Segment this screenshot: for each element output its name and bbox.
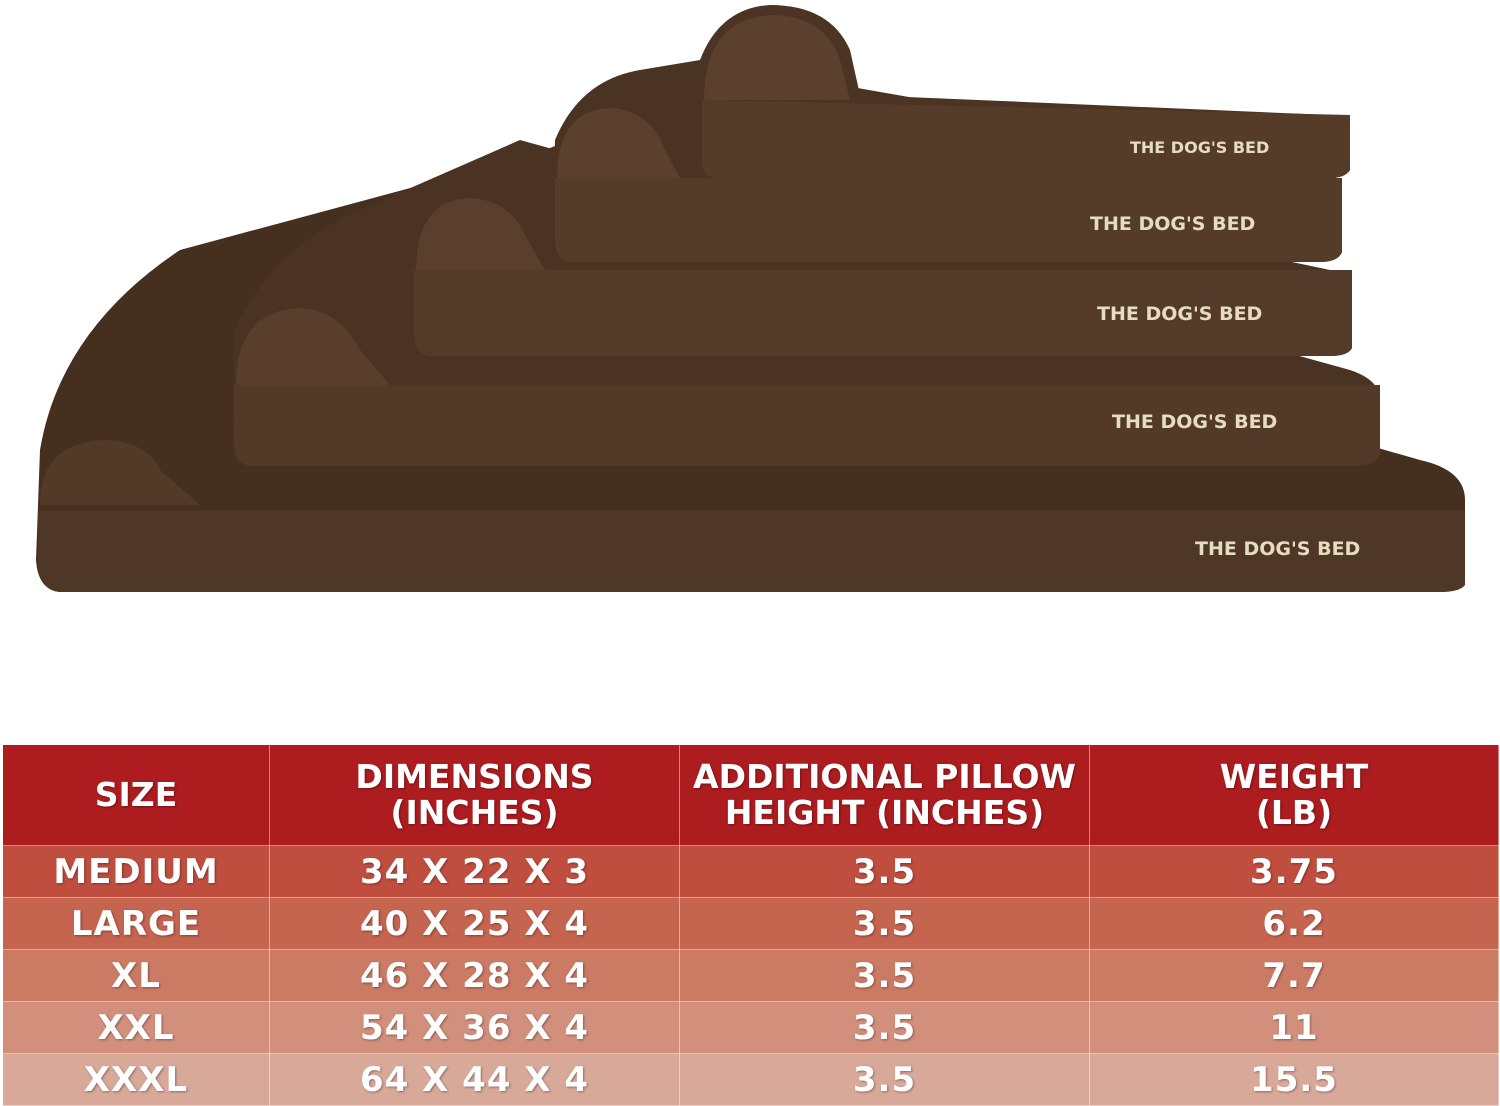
header-line: ADDITIONAL PILLOW — [693, 757, 1076, 796]
header-size: SIZE — [2, 744, 270, 846]
cell-pillow-height: 3.5 — [679, 1053, 1090, 1106]
size-chart-table: SIZE DIMENSIONS (INCHES) ADDITIONAL PILLO… — [2, 744, 1499, 1106]
cell-dimensions: 40 X 25 X 4 — [269, 897, 680, 950]
header-line: SIZE — [94, 775, 178, 814]
table-header-row: SIZE DIMENSIONS (INCHES) ADDITIONAL PILLO… — [2, 744, 1499, 846]
cell-size: XXXL — [2, 1053, 270, 1106]
cell-size: LARGE — [2, 897, 270, 950]
cell-pillow-height: 3.5 — [679, 1001, 1090, 1054]
bed-label: THE DOG'S BED — [1112, 411, 1277, 433]
header-line: HEIGHT (INCHES) — [724, 793, 1045, 832]
cell-pillow-height: 3.5 — [679, 845, 1090, 898]
header-weight: WEIGHT (LB) — [1089, 744, 1499, 846]
bed-medium: THE DOG'S BED — [700, 5, 1350, 178]
table-row: XXL 54 X 36 X 4 3.5 11 — [2, 1001, 1499, 1054]
header-pillow-height: ADDITIONAL PILLOW HEIGHT (INCHES) — [679, 744, 1090, 846]
cell-dimensions: 64 X 44 X 4 — [269, 1053, 680, 1106]
cell-pillow-height: 3.5 — [679, 949, 1090, 1002]
cell-weight: 11 — [1089, 1001, 1499, 1054]
cell-size: MEDIUM — [2, 845, 270, 898]
cell-weight: 3.75 — [1089, 845, 1499, 898]
cell-pillow-height: 3.5 — [679, 897, 1090, 950]
cell-dimensions: 54 X 36 X 4 — [269, 1001, 680, 1054]
cell-size: XL — [2, 949, 270, 1002]
table-row: XL 46 X 28 X 4 3.5 7.7 — [2, 949, 1499, 1002]
header-line: DIMENSIONS — [355, 757, 594, 796]
cell-dimensions: 34 X 22 X 3 — [269, 845, 680, 898]
dog-beds-photo: THE DOG'S BED THE DOG'S BED THE DOG'S BE… — [36, 5, 1465, 592]
table-row: LARGE 40 X 25 X 4 3.5 6.2 — [2, 897, 1499, 950]
bed-label: THE DOG'S BED — [1130, 138, 1269, 157]
header-dimensions: DIMENSIONS (INCHES) — [269, 744, 680, 846]
cell-weight: 7.7 — [1089, 949, 1499, 1002]
header-line: (INCHES) — [390, 793, 559, 832]
bed-label: THE DOG'S BED — [1097, 303, 1262, 325]
cell-dimensions: 46 X 28 X 4 — [269, 949, 680, 1002]
table-row: MEDIUM 34 X 22 X 3 3.5 3.75 — [2, 845, 1499, 898]
table-row: XXXL 64 X 44 X 4 3.5 15.5 — [2, 1053, 1499, 1106]
header-line: WEIGHT — [1219, 757, 1369, 796]
header-line: (LB) — [1255, 793, 1333, 832]
bed-label: THE DOG'S BED — [1090, 213, 1255, 235]
cell-size: XXL — [2, 1001, 270, 1054]
bed-label: THE DOG'S BED — [1195, 538, 1360, 560]
cell-weight: 15.5 — [1089, 1053, 1499, 1106]
cell-weight: 6.2 — [1089, 897, 1499, 950]
